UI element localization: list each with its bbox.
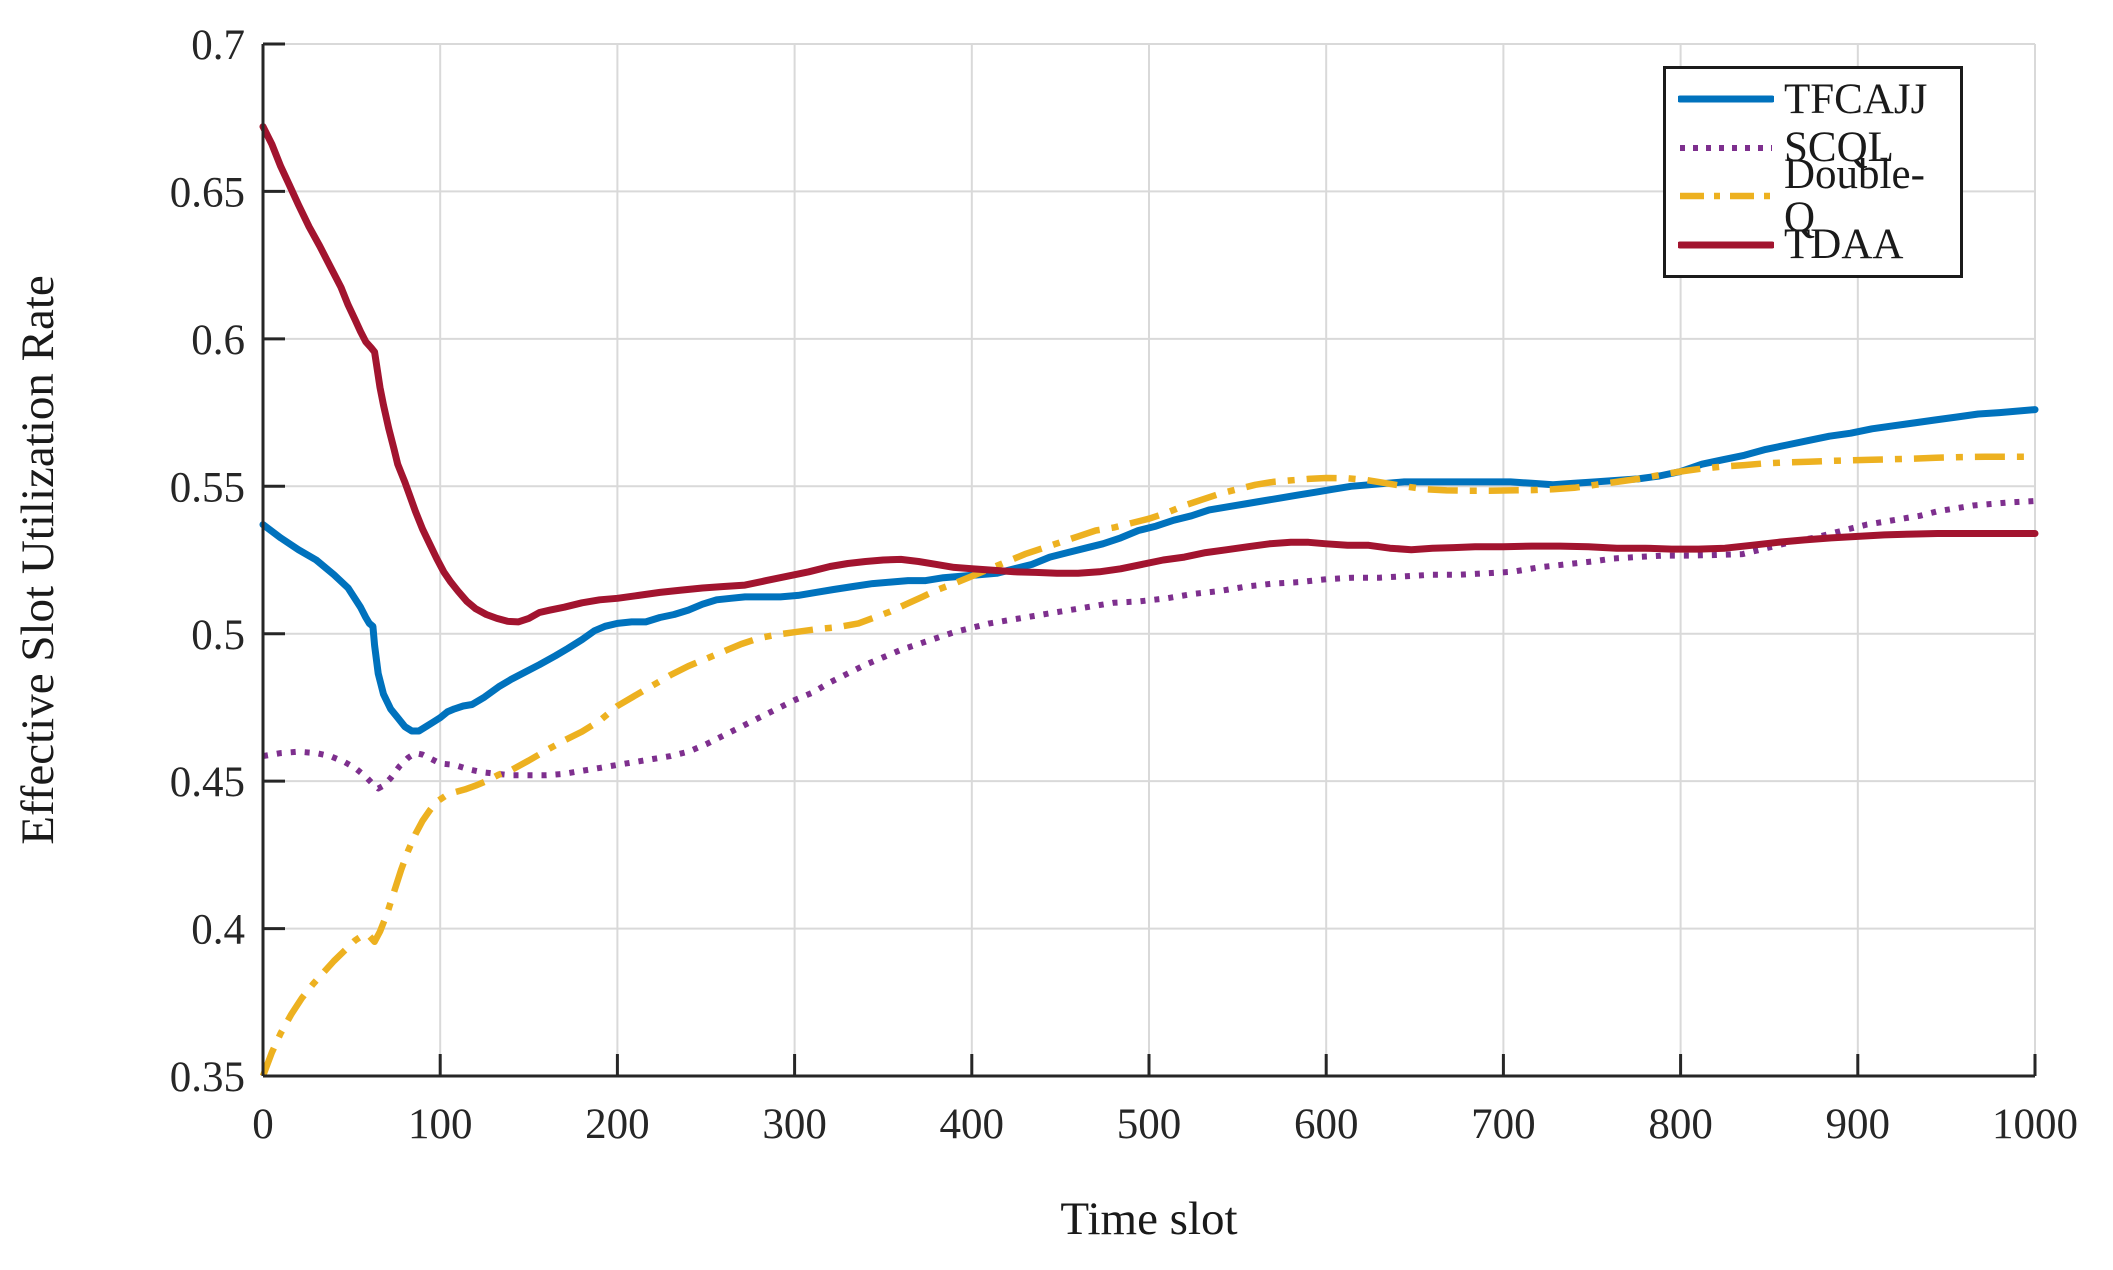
y-tick-label-0.65: 0.65	[170, 169, 245, 216]
legend-label: SCQL	[1784, 124, 1894, 172]
legend-line-sample	[1678, 241, 1774, 249]
legend-label: TFCAJJ	[1784, 75, 1928, 123]
y-tick-label-0.4: 0.4	[191, 907, 245, 954]
x-tick-label-1000: 1000	[1992, 1101, 2078, 1148]
legend-label: Double-Q	[1784, 151, 1925, 242]
legend-item: SCQL	[1678, 124, 1954, 172]
legend-line-sample	[1680, 193, 1772, 200]
y-tick-label-0.5: 0.5	[191, 612, 245, 659]
x-tick-label-900: 900	[1826, 1101, 1891, 1148]
series-line-double-q	[259, 453, 2035, 1078]
y-tick-label-0.6: 0.6	[191, 317, 245, 364]
legend-label: TDAA	[1784, 221, 1904, 269]
legend-line-sample	[1680, 144, 1772, 151]
legend-line-sample	[1678, 95, 1774, 103]
series-line-scql	[262, 498, 2036, 792]
legend: TFCAJJ SCQL Double-Q TDAA	[1663, 66, 1963, 278]
x-tick-label-300: 300	[762, 1101, 827, 1148]
x-tick-label-0: 0	[252, 1101, 274, 1148]
series-line-tdaa	[259, 123, 2039, 626]
legend-item: Double-Q	[1678, 153, 1954, 239]
y-tick-label-0.35: 0.35	[170, 1054, 245, 1101]
x-tick-label-600: 600	[1294, 1101, 1359, 1148]
y-axis-label: Effective Slot Utilization Rate	[12, 275, 64, 845]
legend-item: TFCAJJ	[1678, 75, 1954, 123]
x-tick-label-400: 400	[940, 1101, 1005, 1148]
y-tick-label-0.55: 0.55	[170, 464, 245, 511]
x-tick-label-100: 100	[408, 1101, 473, 1148]
x-tick-label-200: 200	[585, 1101, 650, 1148]
x-axis-label: Time slot	[1060, 1193, 1238, 1245]
x-tick-label-500: 500	[1117, 1101, 1182, 1148]
y-tick-label-0.45: 0.45	[170, 759, 245, 806]
x-tick-label-800: 800	[1648, 1101, 1713, 1148]
x-tick-label-700: 700	[1471, 1101, 1536, 1148]
y-tick-label-0.7: 0.7	[191, 22, 245, 69]
legend-item: TDAA	[1678, 221, 1954, 269]
